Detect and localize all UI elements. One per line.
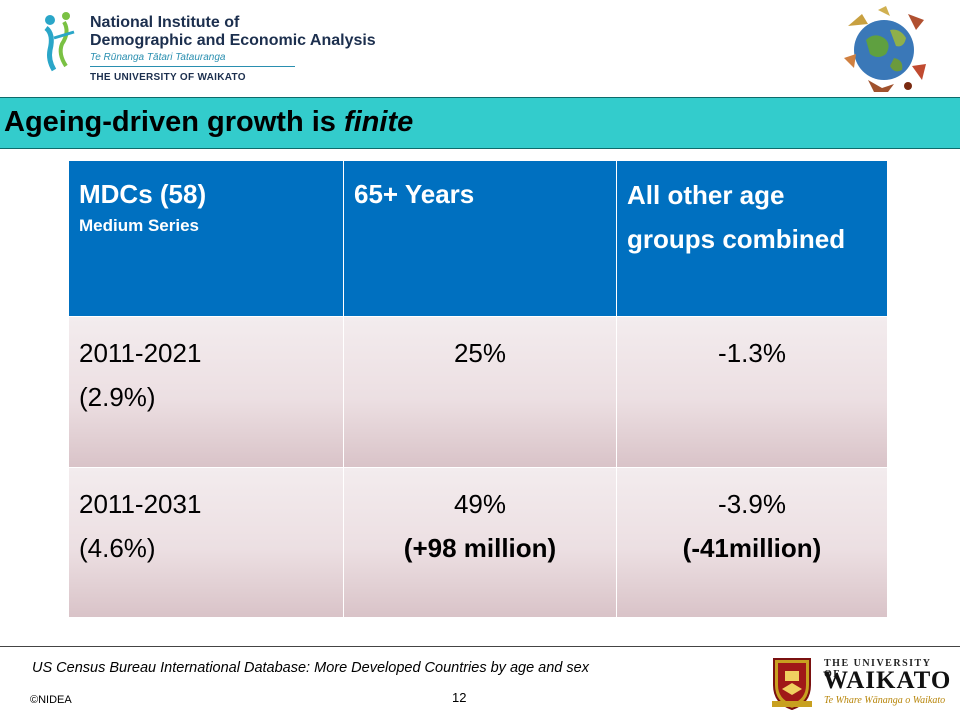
header-cell-group: MDCs (58) Medium Series	[68, 159, 344, 318]
period-label: 2011-2021	[79, 338, 202, 369]
period-growth: (4.6%)	[79, 532, 156, 563]
other-growth-cell: -3.9% (-41million)	[616, 466, 888, 619]
org-university: THE UNIVERSITY OF WAIKATO	[90, 72, 246, 83]
table-header-row: MDCs (58) Medium Series 65+ Years All ot…	[68, 159, 888, 318]
source-citation: US Census Bureau International Database:…	[32, 660, 589, 676]
org-name-line1: National Institute of	[90, 14, 240, 31]
globe-collage-image	[844, 6, 926, 92]
period-label: 2011-2031	[79, 488, 202, 519]
period-growth: (2.9%)	[79, 382, 156, 413]
slide-title: Ageing-driven growth is finite	[4, 106, 413, 138]
waikato-line1: THE UNIVERSITY OF	[824, 658, 932, 680]
nidea-logo: National Institute of Demographic and Ec…	[40, 10, 376, 86]
page-number: 12	[452, 690, 467, 705]
org-maori-name: Te Rūnanga Tātari Tatauranga	[90, 52, 226, 63]
slide-title-prefix: Ageing-driven growth is	[4, 106, 344, 138]
other-growth-value: -3.9%	[718, 488, 786, 519]
slide-title-emphasis: finite	[343, 106, 414, 138]
elderly-growth-value: 49%	[453, 488, 507, 519]
other-growth-value: -1.3%	[718, 338, 786, 369]
header-other-label: All other age groups combined	[627, 180, 846, 254]
logo-divider	[90, 66, 295, 67]
elderly-growth-cell: 49% (+98 million)	[343, 466, 617, 619]
elderly-growth-value: 25%	[453, 338, 507, 369]
period-cell: 2011-2021 (2.9%)	[68, 316, 344, 468]
table-row: 2011-2021 (2.9%) 25% -1.3%	[68, 316, 888, 468]
waikato-line3: Te Whare Wānanga o Waikato	[824, 695, 946, 706]
period-cell: 2011-2031 (4.6%)	[68, 466, 344, 619]
header-elderly-label: 65+ Years	[354, 179, 475, 209]
waikato-line2: WAIKATO	[823, 667, 952, 694]
footer-divider	[0, 646, 960, 647]
other-growth-absolute: (-41million)	[682, 532, 822, 563]
header-group-sublabel: Medium Series	[79, 216, 199, 235]
header-group-label: MDCs (58)	[79, 179, 207, 209]
copyright-notice: ©NIDEA	[30, 694, 72, 706]
waikato-logo: THE UNIVERSITY OF WAIKATO Te Whare Wānan…	[770, 655, 950, 711]
growth-table: MDCs (58) Medium Series 65+ Years All ot…	[68, 159, 888, 619]
other-growth-cell: -1.3%	[616, 316, 888, 468]
nidea-figure-icon	[44, 12, 75, 72]
table-row: 2011-2031 (4.6%) 49% (+98 million) -3.9%…	[68, 466, 888, 619]
elderly-growth-absolute: (+98 million)	[403, 532, 557, 563]
header-cell-elderly: 65+ Years	[343, 159, 617, 318]
university-crest-icon	[772, 658, 812, 711]
title-band: Ageing-driven growth is finite	[0, 97, 960, 149]
header-cell-other: All other age groups combined	[616, 159, 888, 318]
elderly-growth-cell: 25%	[343, 316, 617, 468]
org-name-line2: Demographic and Economic Analysis	[90, 32, 376, 49]
